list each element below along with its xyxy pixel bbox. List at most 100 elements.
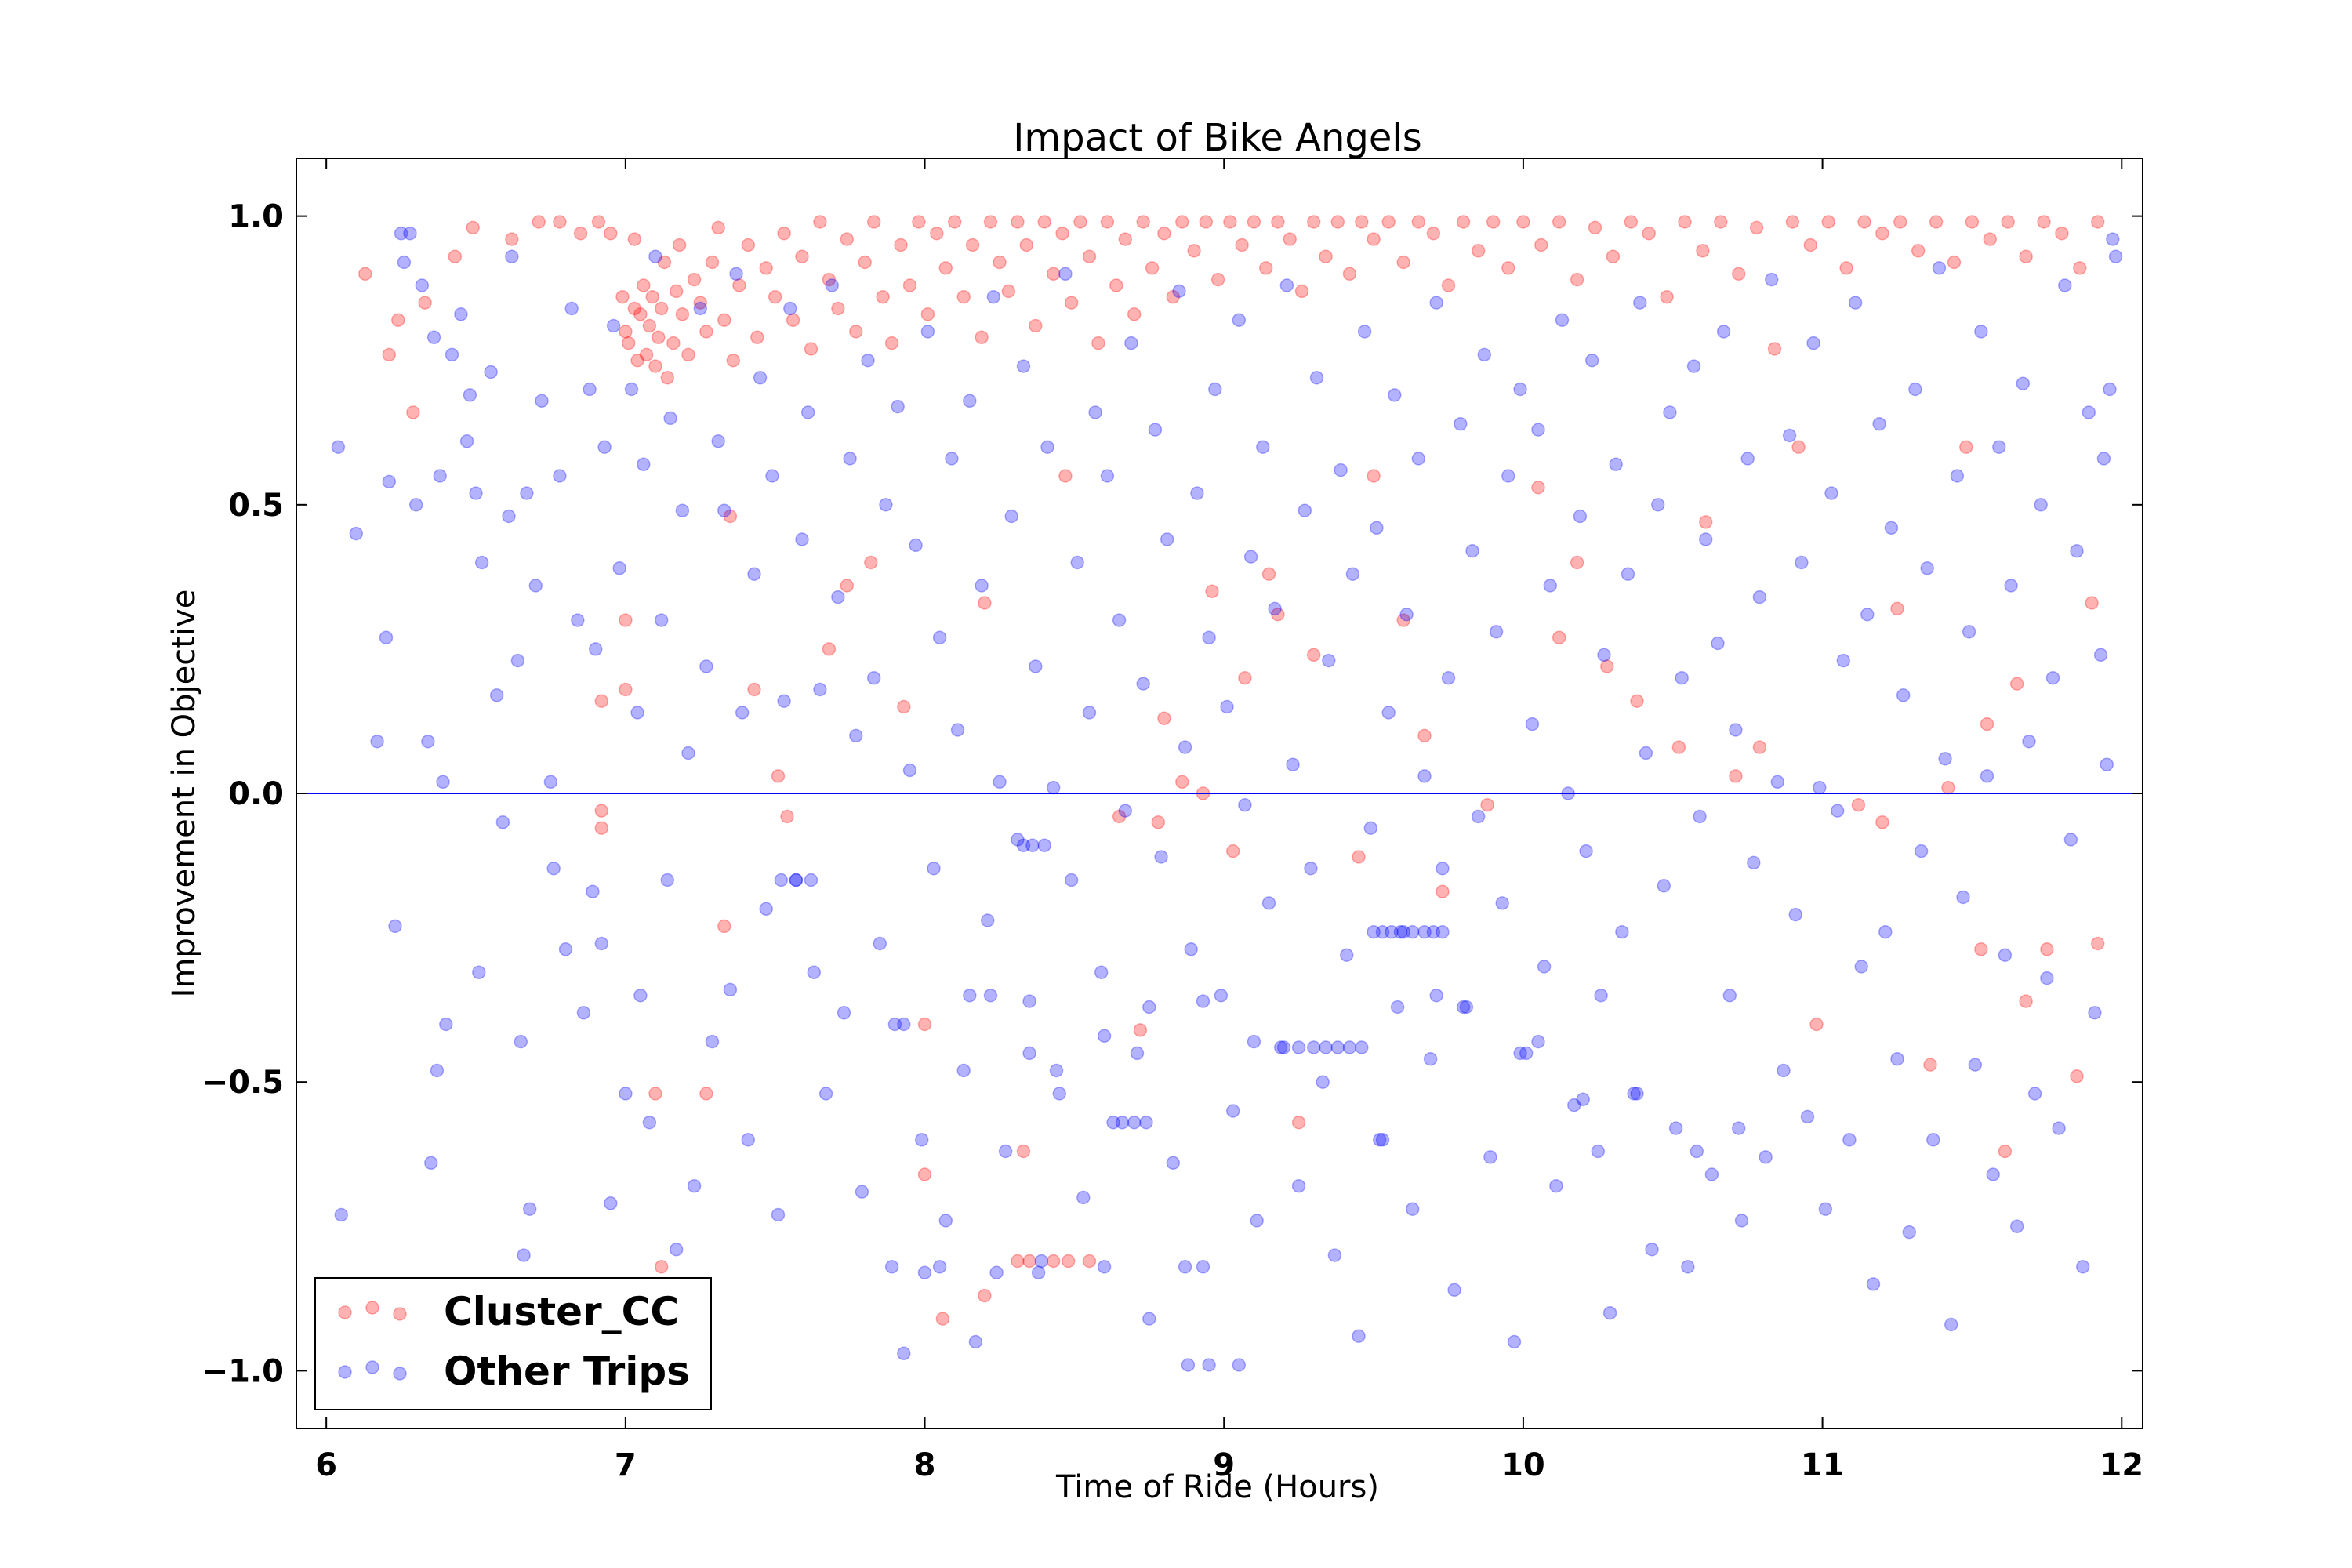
data-point <box>843 452 857 466</box>
data-point <box>666 336 681 350</box>
x-tick-label: 8 <box>914 1447 936 1483</box>
data-point <box>2037 215 2051 229</box>
data-point <box>825 278 839 292</box>
data-point <box>986 289 1001 304</box>
data-point <box>1627 1087 1641 1101</box>
data-point <box>394 226 408 241</box>
data-point <box>950 723 965 737</box>
data-point <box>1001 284 1016 299</box>
data-point <box>804 873 818 887</box>
data-point <box>747 682 761 697</box>
data-point <box>786 313 800 327</box>
data-point <box>1941 780 1955 795</box>
data-point <box>1980 717 1994 731</box>
data-point <box>1375 1133 1390 1147</box>
data-point <box>897 1346 911 1361</box>
data-point <box>1767 342 1782 356</box>
data-point <box>1588 220 1602 235</box>
data-point <box>2075 1260 2090 1274</box>
data-point <box>528 579 543 593</box>
data-point <box>553 215 567 229</box>
data-point <box>897 1017 911 1032</box>
data-point <box>1016 1144 1031 1159</box>
data-point <box>2022 734 2036 749</box>
data-point <box>1851 797 1866 812</box>
data-point <box>2055 226 2069 241</box>
data-point <box>693 296 708 310</box>
data-point <box>1630 1087 1644 1101</box>
data-point <box>532 215 546 229</box>
data-point <box>1974 942 1988 956</box>
data-point <box>466 220 480 235</box>
data-point <box>1190 486 1204 500</box>
y-tick-label: 0.0 <box>228 776 284 812</box>
data-point <box>723 982 738 997</box>
data-point <box>1747 855 1761 870</box>
data-point <box>633 307 648 321</box>
data-point <box>789 873 804 887</box>
data-point <box>397 255 412 270</box>
data-point <box>1555 313 1570 327</box>
data-point <box>978 596 992 610</box>
data-point <box>1286 757 1300 771</box>
data-point <box>514 1034 528 1049</box>
data-point <box>932 630 947 644</box>
data-point <box>1225 844 1240 858</box>
data-point <box>388 919 402 934</box>
data-point <box>448 249 463 263</box>
data-point <box>1417 924 1432 939</box>
data-point <box>505 232 519 246</box>
data-point <box>591 215 606 229</box>
data-point <box>576 1006 591 1020</box>
data-point <box>732 278 746 292</box>
data-point <box>1178 1260 1192 1274</box>
data-point <box>1516 215 1530 229</box>
data-point <box>1602 1305 1617 1320</box>
data-point <box>1088 405 1102 419</box>
data-point <box>1633 296 1647 310</box>
legend-item-other-trips <box>338 1360 407 1381</box>
data-point <box>735 706 750 720</box>
data-point <box>1037 215 1051 229</box>
data-point <box>1037 838 1051 853</box>
data-point <box>1388 388 1402 402</box>
data-point <box>510 653 525 668</box>
data-point <box>1507 1334 1522 1349</box>
data-point <box>1271 607 1285 622</box>
data-point <box>1166 289 1181 304</box>
data-point <box>1142 1000 1156 1014</box>
data-point <box>1519 1046 1534 1061</box>
data-point <box>1352 850 1366 864</box>
data-point <box>2082 405 2096 419</box>
data-point <box>1046 1254 1061 1269</box>
data-point <box>1606 249 1621 263</box>
data-point <box>1109 278 1123 292</box>
data-point <box>747 567 761 581</box>
data-point <box>558 942 573 956</box>
data-point <box>1660 289 1674 304</box>
data-point <box>1187 244 1201 258</box>
data-point <box>1100 215 1115 229</box>
data-point <box>619 325 633 339</box>
data-point <box>1621 567 1635 581</box>
data-point <box>2045 670 2060 685</box>
data-point <box>382 347 397 362</box>
data-point <box>1309 371 1324 385</box>
data-point <box>1172 284 1186 299</box>
data-point <box>2090 936 2105 951</box>
data-point <box>1136 215 1150 229</box>
data-point <box>1370 521 1384 535</box>
data-point <box>1405 924 1420 939</box>
data-point <box>1393 924 1408 939</box>
data-point <box>1355 215 1369 229</box>
data-point <box>1367 924 1381 939</box>
data-point <box>1115 1115 1130 1130</box>
data-point <box>1291 1115 1306 1130</box>
data-point <box>520 486 534 500</box>
data-point <box>1866 1277 1881 1291</box>
data-point <box>1276 1040 1291 1054</box>
data-point <box>1411 452 1426 466</box>
legend-marker <box>365 1360 379 1374</box>
data-point <box>1097 1029 1112 1044</box>
